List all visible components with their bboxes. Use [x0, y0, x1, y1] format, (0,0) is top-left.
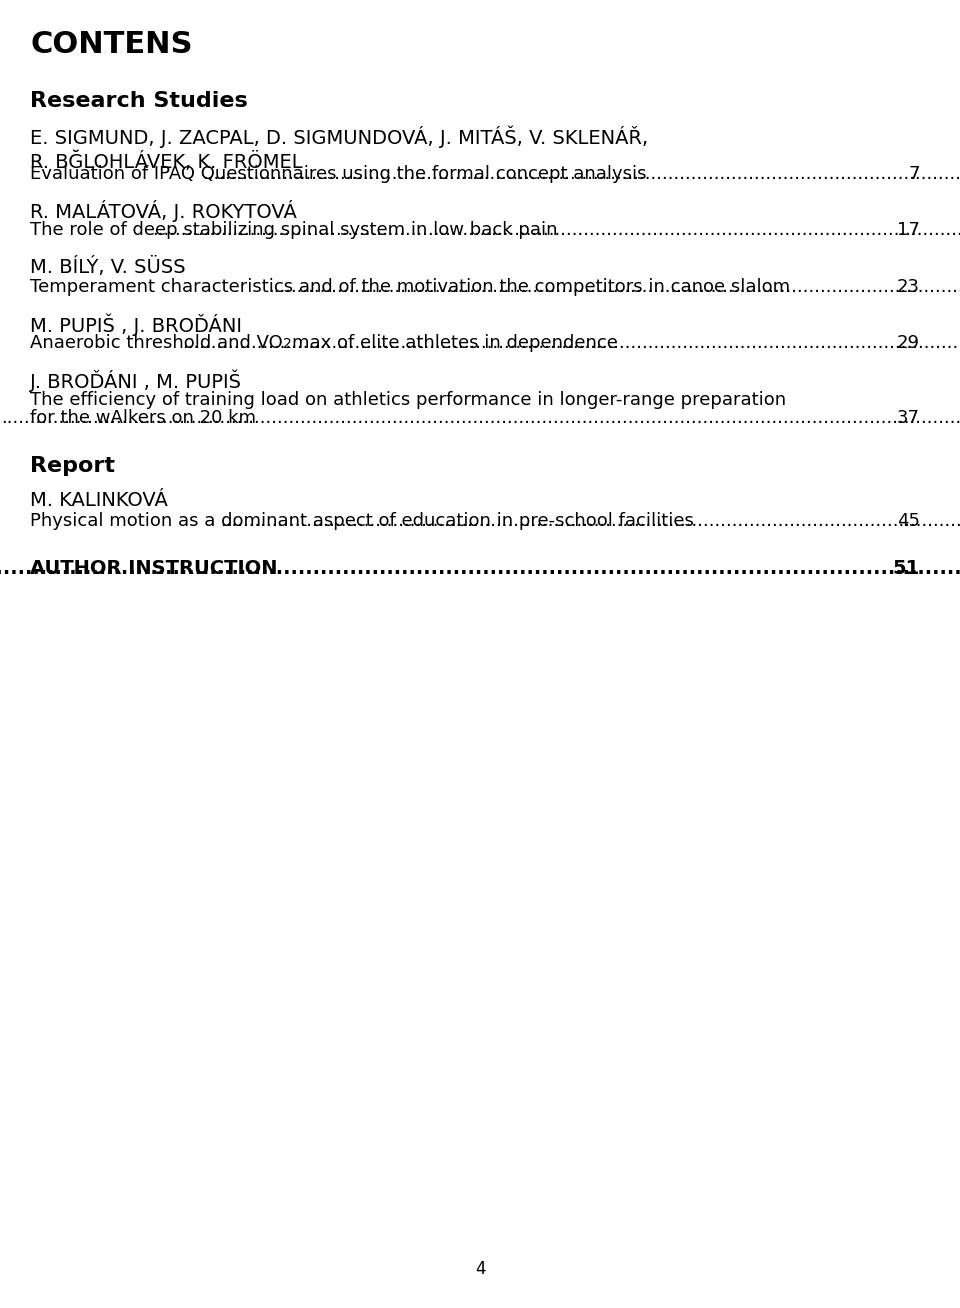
- Text: 7: 7: [908, 165, 920, 183]
- Text: Anaerobic threshold and VO: Anaerobic threshold and VO: [30, 335, 283, 352]
- Text: AUTHOR INSTRUCTION: AUTHOR INSTRUCTION: [30, 559, 277, 578]
- Text: E. SIGMUND, J. ZACPAL, D. SIGMUNDOVÁ, J. MITÁŠ, V. SKLENÁŘ,
R. BĞLOHLÁVEK, K. FR: E. SIGMUND, J. ZACPAL, D. SIGMUNDOVÁ, J.…: [30, 126, 648, 171]
- Text: ................................................................................: ........................................…: [203, 165, 960, 183]
- Text: 2: 2: [283, 337, 292, 352]
- Text: ................................................................................: ........................................…: [221, 511, 960, 530]
- Text: 51: 51: [893, 559, 920, 578]
- Text: Report: Report: [30, 456, 115, 476]
- Text: ................................................................................: ........................................…: [153, 221, 960, 239]
- Text: 29: 29: [897, 335, 920, 352]
- Text: The role of deep stabilizing spinal system in low back pain: The role of deep stabilizing spinal syst…: [30, 221, 558, 239]
- Text: 23: 23: [897, 277, 920, 296]
- Text: Physical motion as a dominant aspect of education in pre-school facilities: Physical motion as a dominant aspect of …: [30, 511, 694, 530]
- Text: 37: 37: [897, 409, 920, 426]
- Text: 45: 45: [897, 511, 920, 530]
- Text: Temperament characteristics and of the motivation the competitors in canoe slalo: Temperament characteristics and of the m…: [30, 277, 790, 296]
- Text: J. BROĎÁNI , M. PUPIŠ: J. BROĎÁNI , M. PUPIŠ: [30, 370, 242, 392]
- Text: Research Studies: Research Studies: [30, 90, 248, 111]
- Text: R. MALÁTOVÁ, J. ROKYTOVÁ: R. MALÁTOVÁ, J. ROKYTOVÁ: [30, 200, 297, 222]
- Text: 4: 4: [475, 1260, 485, 1278]
- Text: CONTENS: CONTENS: [30, 30, 193, 59]
- Text: max of elite athletes in dependence: max of elite athletes in dependence: [292, 335, 617, 352]
- Text: Evaluation of IPAQ Questionnaires using the formal concept analysis: Evaluation of IPAQ Questionnaires using …: [30, 165, 646, 183]
- Text: for the wAlkers on 20 km: for the wAlkers on 20 km: [30, 409, 256, 426]
- Text: ................................................................................: ........................................…: [2, 409, 960, 426]
- Text: 17: 17: [898, 221, 920, 239]
- Text: The efficiency of training load on athletics performance in longer-range prepara: The efficiency of training load on athle…: [30, 391, 786, 408]
- Text: M. PUPIŠ , J. BROĎÁNI: M. PUPIŠ , J. BROĎÁNI: [30, 314, 242, 336]
- Text: M. KALINKOVÁ: M. KALINKOVÁ: [30, 490, 168, 510]
- Text: ................................................................................: ........................................…: [269, 277, 960, 296]
- Text: ................................................................................: ........................................…: [0, 559, 960, 578]
- Text: ................................................................................: ........................................…: [182, 335, 960, 352]
- Text: M. BÍLÝ, V. SÜSS: M. BÍLÝ, V. SÜSS: [30, 256, 185, 277]
